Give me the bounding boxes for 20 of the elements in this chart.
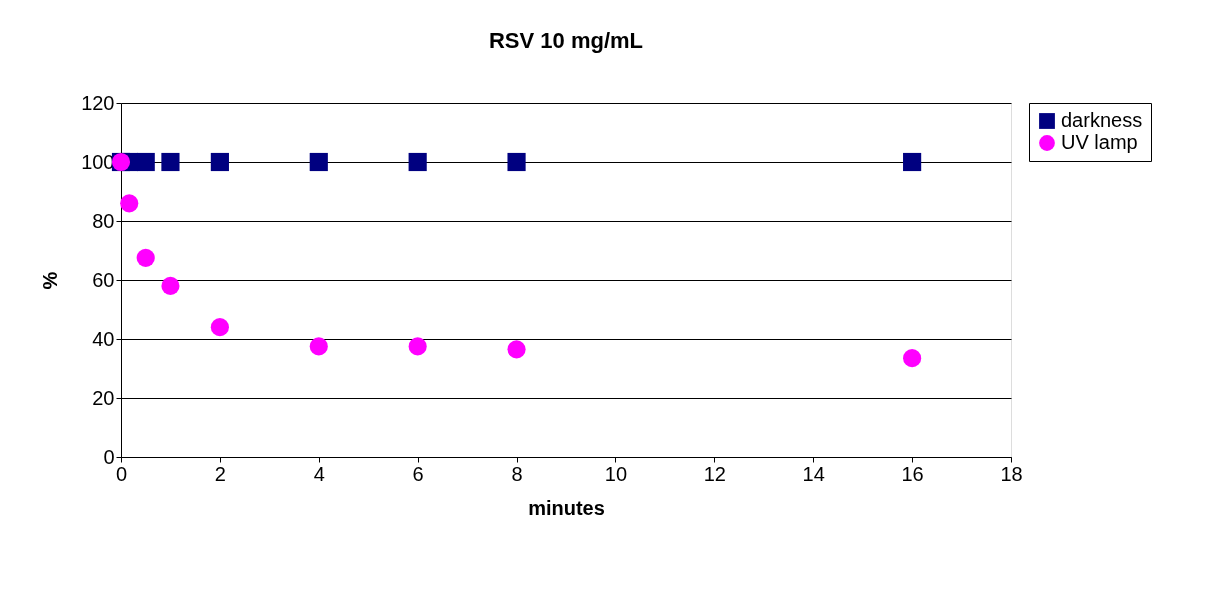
y-tick-label: 60 <box>92 268 115 291</box>
x-axis-title: minutes <box>528 496 605 519</box>
chart-title: RSV 10 mg/mL <box>488 28 644 53</box>
x-tick-label: 14 <box>802 462 825 485</box>
x-tick-label: 10 <box>604 462 628 485</box>
x-tick-label: 2 <box>214 462 226 485</box>
x-tick-label: 6 <box>412 462 424 485</box>
legend-label: darkness <box>1061 109 1143 131</box>
y-tick-label: 40 <box>92 327 115 350</box>
y-tick-label: 120 <box>81 91 115 114</box>
x-tick-label: 8 <box>511 462 523 485</box>
x-tick-label: 4 <box>313 462 325 485</box>
x-tick-label: 16 <box>901 462 924 485</box>
x-tick-label: 18 <box>1000 462 1023 485</box>
x-tick-label: 12 <box>703 462 726 485</box>
y-tick-label: 20 <box>92 386 115 409</box>
legend-label: UV lamp <box>1061 131 1138 153</box>
y-axis-title: % <box>39 271 62 290</box>
y-tick-label: 80 <box>92 209 115 232</box>
y-tick-label: 0 <box>103 445 115 468</box>
